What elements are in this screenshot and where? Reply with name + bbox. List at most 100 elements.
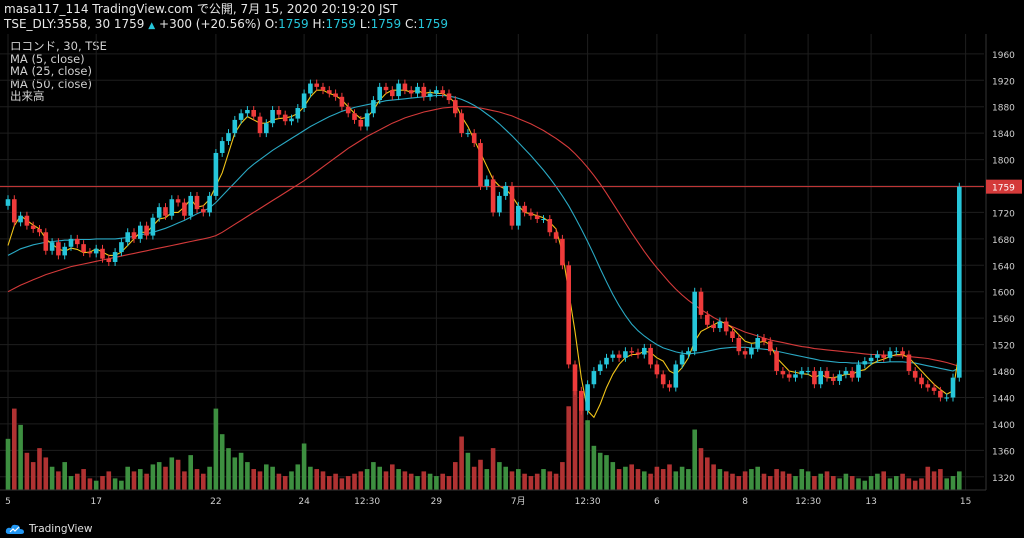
candle-body-80 bbox=[509, 186, 515, 226]
open-value: 1759 bbox=[278, 17, 309, 31]
legend-volume[interactable]: 出来高 bbox=[10, 89, 45, 104]
volume-bar-111 bbox=[705, 457, 710, 490]
candle-body-118 bbox=[749, 347, 754, 355]
candle-body-15 bbox=[100, 248, 105, 259]
candle-body-55 bbox=[352, 113, 357, 120]
candle-body-81 bbox=[516, 205, 521, 226]
volume-bar-13 bbox=[87, 478, 93, 490]
candle-body-83 bbox=[528, 212, 534, 216]
volume-bar-97 bbox=[616, 469, 622, 490]
candle-body-66 bbox=[421, 86, 427, 97]
candle-body-117 bbox=[742, 351, 748, 355]
volume-bar-141 bbox=[894, 476, 899, 490]
high-label: H: bbox=[312, 17, 326, 31]
volume-bar-0 bbox=[5, 438, 11, 490]
volume-bar-33 bbox=[213, 408, 219, 490]
candle-body-69 bbox=[440, 90, 445, 94]
volume-bar-19 bbox=[125, 466, 130, 490]
candle-body-109 bbox=[692, 291, 697, 352]
candle-body-85 bbox=[541, 219, 546, 221]
candle-body-2 bbox=[18, 215, 23, 223]
volume-bar-136 bbox=[862, 480, 868, 490]
candle-body-17 bbox=[112, 252, 118, 262]
candle-body-79 bbox=[503, 186, 508, 196]
volume-bar-135 bbox=[856, 478, 861, 490]
candle-body-44 bbox=[282, 114, 288, 122]
low-label: L: bbox=[359, 17, 371, 31]
volume-bar-118 bbox=[749, 469, 754, 490]
volume-bar-65 bbox=[415, 476, 420, 490]
candle-body-58 bbox=[371, 100, 376, 114]
candle-body-116 bbox=[736, 338, 742, 352]
y-tick-label-10: 1720 bbox=[992, 209, 1015, 219]
volume-bar-125 bbox=[793, 476, 798, 490]
volume-bar-59 bbox=[377, 466, 382, 490]
volume-bar-96 bbox=[610, 462, 616, 490]
candle-body-70 bbox=[446, 93, 452, 101]
volume-bar-148 bbox=[938, 469, 943, 490]
volume-bar-51 bbox=[327, 476, 332, 490]
candle-body-115 bbox=[730, 331, 735, 338]
volume-bar-95 bbox=[604, 455, 609, 490]
volume-bar-131 bbox=[831, 476, 836, 490]
volume-bar-80 bbox=[509, 471, 515, 490]
candle-body-14 bbox=[93, 248, 99, 254]
volume-bar-8 bbox=[56, 471, 61, 490]
volume-bar-36 bbox=[232, 457, 238, 490]
volume-bar-15 bbox=[100, 476, 105, 490]
legend-ma5[interactable]: MA (5, close) bbox=[10, 51, 85, 66]
volume-bar-3 bbox=[24, 452, 30, 490]
volume-bar-16 bbox=[106, 471, 112, 490]
candle-body-120 bbox=[761, 338, 767, 342]
candle-body-111 bbox=[705, 314, 710, 325]
candle-body-84 bbox=[534, 215, 540, 220]
candles bbox=[5, 79, 962, 415]
volume-bar-49 bbox=[314, 469, 319, 490]
volume-bar-68 bbox=[434, 476, 439, 490]
volume-bar-144 bbox=[912, 480, 918, 490]
candle-body-124 bbox=[786, 374, 792, 378]
volume-bar-115 bbox=[730, 473, 735, 490]
candle-body-18 bbox=[119, 242, 124, 253]
candle-body-151 bbox=[957, 186, 962, 378]
x-tick-label-4: 12:30 bbox=[354, 497, 380, 507]
candle-body-105 bbox=[667, 384, 672, 388]
legend-ma25[interactable]: MA (25, close) bbox=[10, 64, 92, 79]
volume-bar-101 bbox=[642, 471, 647, 490]
moving-averages bbox=[0, 89, 984, 419]
volume-bar-2 bbox=[18, 424, 23, 490]
volume-bar-81 bbox=[516, 469, 521, 490]
volume-bar-39 bbox=[251, 469, 256, 490]
volume-bar-71 bbox=[453, 462, 458, 490]
legend-symbol[interactable]: ロコンド, 30, TSE bbox=[10, 39, 107, 53]
close-label: C: bbox=[405, 17, 418, 31]
volume-bar-107 bbox=[679, 466, 685, 490]
volume-bar-94 bbox=[597, 452, 603, 490]
volume-bar-104 bbox=[660, 469, 666, 490]
candle-body-75 bbox=[478, 143, 483, 186]
candle-body-137 bbox=[868, 357, 874, 362]
candle-body-125 bbox=[793, 374, 798, 378]
candle-body-87 bbox=[553, 232, 559, 239]
candle-body-119 bbox=[755, 338, 760, 348]
candle-body-26 bbox=[169, 199, 175, 216]
candle-body-94 bbox=[597, 364, 603, 372]
volume-bar-53 bbox=[339, 478, 345, 490]
candle-body-138 bbox=[875, 354, 880, 358]
volume-bar-149 bbox=[944, 478, 949, 490]
candle-body-95 bbox=[604, 357, 609, 365]
volume-bar-44 bbox=[282, 476, 288, 490]
volume-bar-86 bbox=[547, 471, 553, 490]
volume-bar-48 bbox=[308, 466, 313, 490]
volume-bar-18 bbox=[119, 480, 124, 490]
candle-body-24 bbox=[156, 207, 162, 218]
volume-bar-14 bbox=[93, 480, 99, 490]
tradingview-logo[interactable]: TradingView bbox=[5, 523, 92, 535]
volume-bar-117 bbox=[742, 471, 748, 490]
volume-bar-60 bbox=[383, 471, 389, 490]
volume-bar-78 bbox=[497, 462, 502, 490]
volume-bar-112 bbox=[711, 464, 716, 490]
volume-bar-105 bbox=[667, 464, 672, 490]
volume-bar-26 bbox=[169, 457, 175, 490]
